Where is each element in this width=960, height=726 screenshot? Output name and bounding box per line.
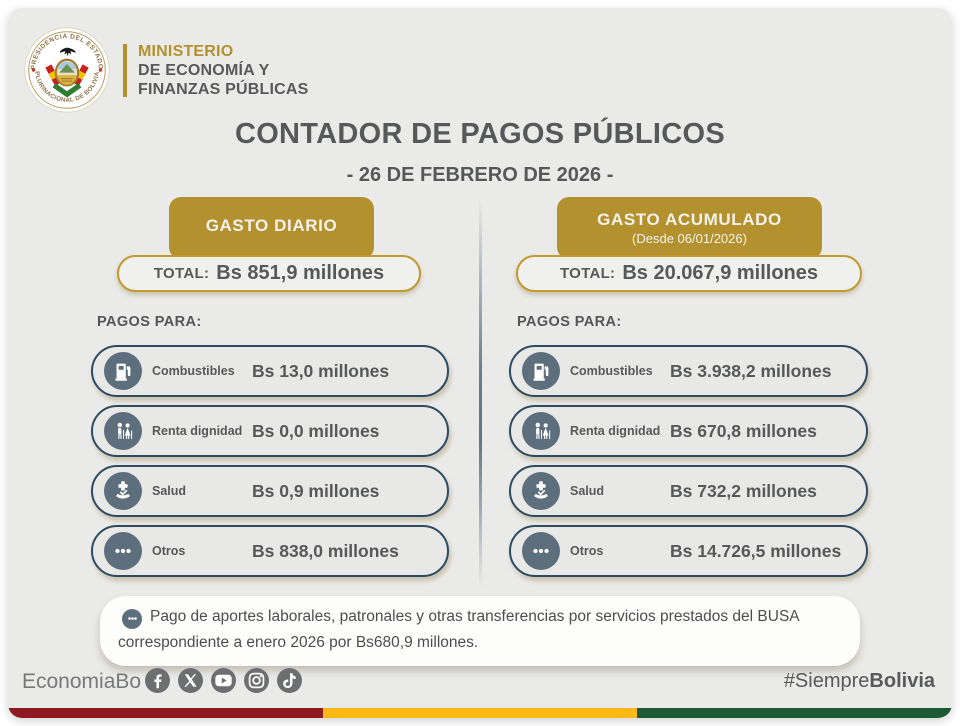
accumulated-row-combustibles: Combustibles Bs 3.938,2 millones (509, 345, 868, 397)
seal-dot-left (31, 68, 36, 72)
row-label: Otros (152, 543, 186, 558)
accumulated-row-otros: Otros Bs 14.726,5 millones (509, 525, 868, 577)
daily-total-pill: TOTAL: Bs 851,9 millones (117, 255, 421, 292)
ministry-line2: DE ECONOMÍA Y (138, 62, 270, 79)
daily-total-label: TOTAL: (153, 265, 210, 282)
elderly-couple-icon (104, 412, 142, 450)
daily-row-salud: Salud Bs 0,9 millones (91, 465, 449, 517)
footer-bar: EconomiaBo #SiempreBolivia (8, 663, 952, 708)
row-label: Renta dignidad (570, 423, 661, 438)
accumulated-total-pill: TOTAL: Bs 20.067,9 millones (516, 255, 862, 292)
daily-total-value: Bs 851,9 millones (216, 262, 385, 284)
daily-tab-title: GASTO DIARIO (205, 216, 338, 235)
row-value: Bs 732,2 millones (670, 480, 817, 501)
page-title: CONTADOR DE PAGOS PÚBLICOS (234, 118, 726, 150)
daily-section-label: PAGOS PARA: (97, 314, 202, 330)
hashtag-text: #SiempreBolivia (784, 670, 935, 693)
row-value: Bs 670,8 millones (670, 420, 817, 441)
ministry-name: MINISTERIO DE ECONOMÍA Y FINANZAS PÚBLIC… (138, 42, 309, 99)
daily-spending-tab: GASTO DIARIO (169, 197, 374, 259)
header-divider-bar (123, 44, 127, 97)
seal-dot-right (98, 68, 103, 72)
daily-row-otros: Otros Bs 838,0 millones (91, 525, 449, 577)
row-value: Bs 3.938,2 millones (670, 360, 832, 381)
accumulated-row-renta-dignidad: Renta dignidad Bs 670,8 millones (509, 405, 868, 457)
facebook-icon[interactable] (145, 668, 170, 693)
ministry-line1: MINISTERIO (138, 43, 234, 60)
footnote-text: Pago de aportes laborales, patronales y … (118, 608, 799, 651)
x-icon[interactable] (178, 668, 203, 693)
row-value: Bs 838,0 millones (252, 540, 399, 561)
column-divider (479, 197, 482, 589)
row-label: Salud (570, 483, 605, 498)
elderly-couple-icon (522, 412, 560, 450)
coat-of-arms-icon (45, 47, 89, 98)
accumulated-total-label: TOTAL: (559, 265, 616, 282)
ellipsis-icon (522, 532, 560, 570)
row-value: Bs 13,0 millones (252, 360, 390, 381)
row-value: Bs 14.726,5 millones (670, 540, 842, 561)
ellipsis-icon (122, 608, 142, 629)
hashtag-bold: Bolivia (869, 670, 935, 692)
instagram-icon[interactable] (244, 668, 269, 693)
row-value: Bs 0,9 millones (252, 480, 380, 501)
accumulated-spending-tab: GASTO ACUMULADO (Desde 06/01/2026) (557, 197, 822, 259)
tiktok-icon[interactable] (277, 668, 302, 693)
flag-red-segment (8, 708, 323, 718)
ministry-line3: FINANZAS PÚBLICAS (138, 81, 309, 98)
row-label: Salud (152, 483, 187, 498)
health-hand-cross-icon (522, 472, 560, 510)
accumulated-tab-title: GASTO ACUMULADO (597, 210, 782, 229)
accumulated-total-value: Bs 20.067,9 millones (622, 262, 819, 284)
ministry-seal-logo: PRESIDENCIA DEL ESTADO PLURINACIONAL DE … (24, 27, 110, 113)
row-label: Combustibles (570, 363, 653, 378)
row-label: Renta dignidad (152, 423, 243, 438)
date-subtitle: - 26 DE FEBRERO DE 2026 - (346, 164, 614, 186)
infographic-card: PRESIDENCIA DEL ESTADO PLURINACIONAL DE … (8, 8, 952, 718)
youtube-icon[interactable] (211, 668, 236, 693)
accumulated-row-salud: Salud Bs 732,2 millones (509, 465, 868, 517)
flag-yellow-segment (322, 708, 638, 718)
health-hand-cross-icon (104, 472, 142, 510)
footnote-card: Pago de aportes laborales, patronales y … (100, 596, 860, 666)
daily-row-combustibles: Combustibles Bs 13,0 millones (91, 345, 449, 397)
row-label: Otros (570, 543, 604, 558)
social-handle: EconomiaBo (22, 670, 142, 693)
daily-row-renta-dignidad: Renta dignidad Bs 0,0 millones (91, 405, 449, 457)
flag-green-segment (637, 708, 952, 718)
fuel-pump-icon (104, 352, 142, 390)
row-label: Combustibles (152, 363, 235, 378)
social-icons-group (145, 668, 302, 693)
hashtag-prefix: #Siempre (783, 670, 870, 692)
row-value: Bs 0,0 millones (252, 420, 380, 441)
ellipsis-icon (104, 532, 142, 570)
fuel-pump-icon (522, 352, 560, 390)
accumulated-section-label: PAGOS PARA: (517, 314, 622, 330)
bolivian-flag-stripe (8, 708, 952, 718)
accumulated-tab-subtitle: (Desde 06/01/2026) (632, 231, 747, 246)
